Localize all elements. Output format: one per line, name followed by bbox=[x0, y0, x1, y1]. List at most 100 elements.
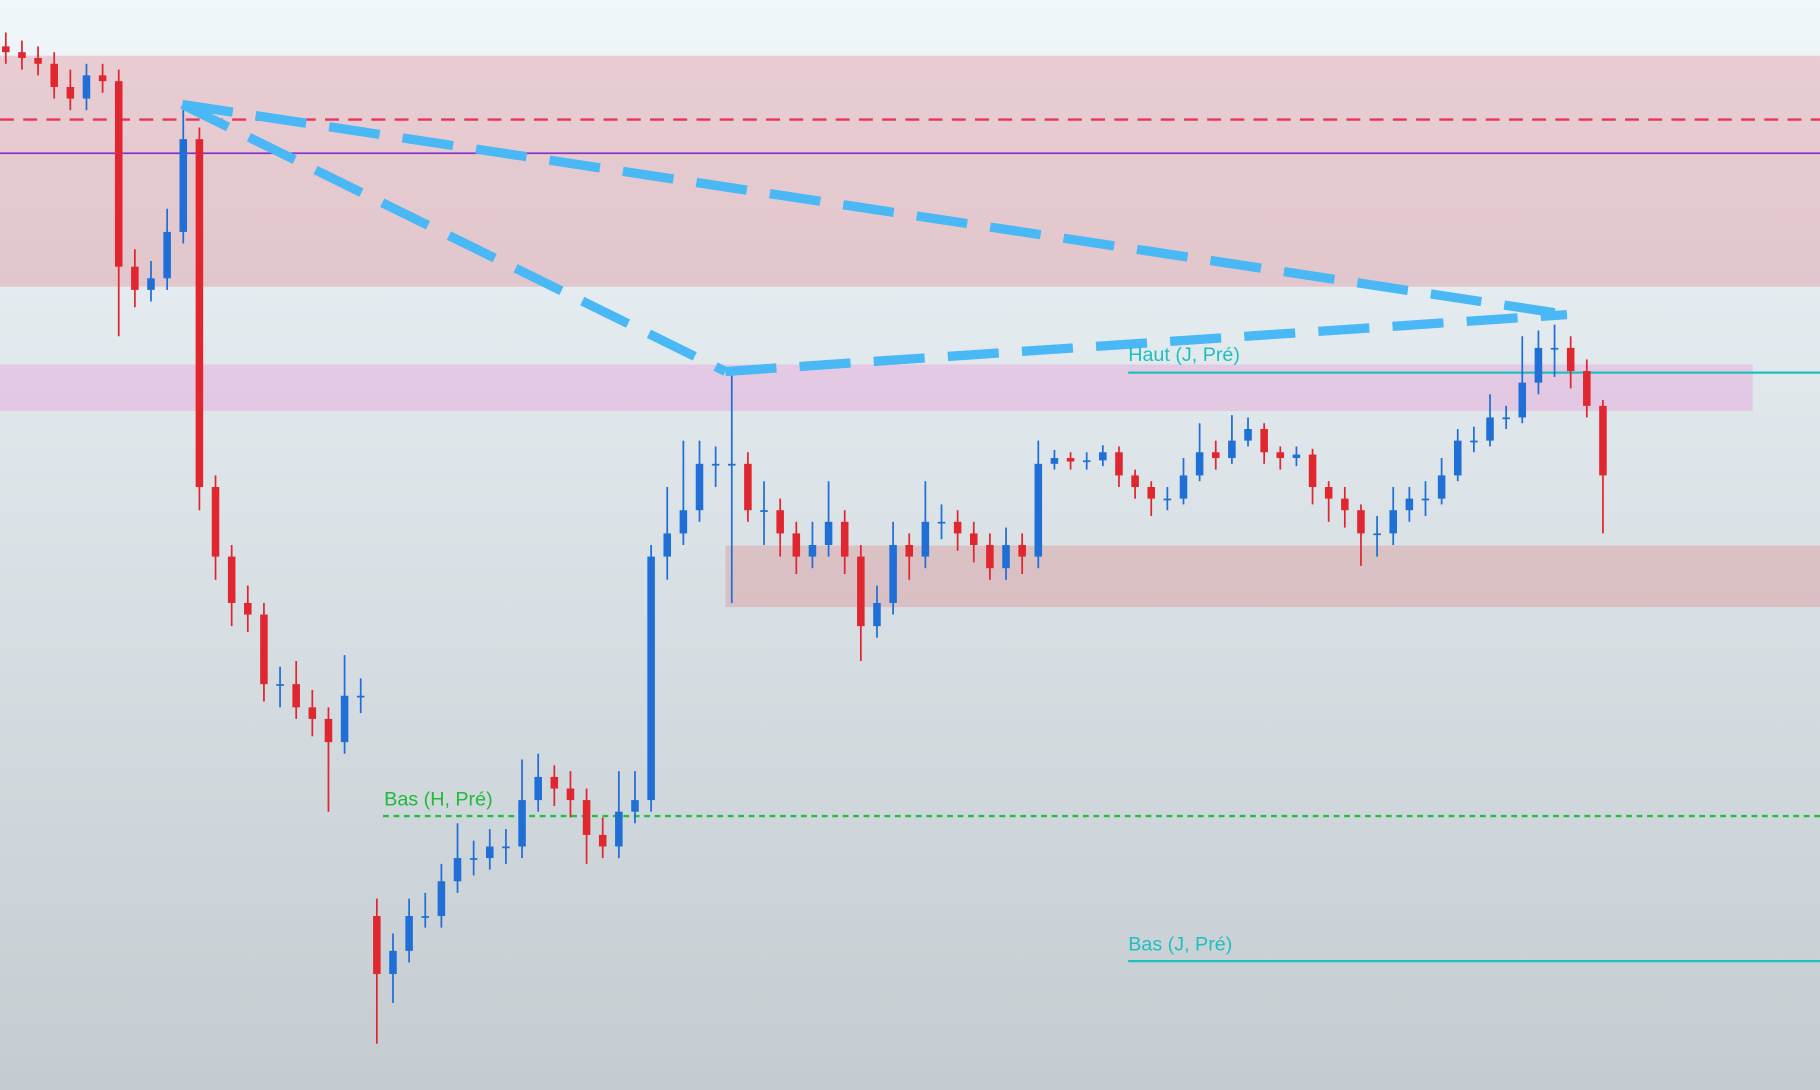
pattern-lines bbox=[180, 99, 1568, 377]
candle-body bbox=[1357, 510, 1365, 534]
candle-body bbox=[1018, 545, 1026, 557]
candle-body bbox=[986, 545, 994, 569]
candle-body bbox=[744, 463, 752, 511]
candle-body bbox=[1518, 382, 1527, 418]
candle-body bbox=[1389, 510, 1397, 534]
candle-body bbox=[340, 695, 349, 743]
candle-body bbox=[1131, 475, 1139, 488]
candle-body bbox=[615, 811, 623, 847]
candle-body bbox=[631, 800, 639, 812]
candle-body bbox=[373, 916, 381, 975]
candle-body bbox=[1599, 405, 1607, 476]
candle-body bbox=[131, 266, 139, 290]
candle-body bbox=[66, 86, 75, 99]
candle-body bbox=[1034, 463, 1043, 557]
candle-body bbox=[1163, 498, 1172, 501]
candle-body bbox=[195, 139, 204, 488]
candle-body bbox=[1534, 347, 1543, 383]
annotation: Bas (H, Pré) bbox=[384, 789, 492, 811]
candle-body bbox=[518, 800, 526, 847]
candle-body bbox=[776, 510, 784, 534]
candle-body bbox=[1195, 452, 1204, 476]
candle-body bbox=[292, 684, 300, 708]
candle-body bbox=[1244, 429, 1252, 441]
candle-body bbox=[1405, 498, 1414, 511]
candle-body bbox=[1308, 454, 1317, 488]
candle-body bbox=[502, 846, 510, 849]
candle-body bbox=[324, 718, 333, 743]
candle-body bbox=[711, 463, 720, 466]
candle-body bbox=[1211, 452, 1220, 459]
candle-body bbox=[1341, 498, 1349, 511]
candle-body bbox=[163, 231, 171, 279]
candle-body bbox=[486, 846, 494, 859]
candle-body bbox=[824, 521, 833, 545]
candle-body bbox=[921, 521, 930, 557]
candle-body bbox=[1437, 475, 1446, 499]
candle-body bbox=[889, 545, 897, 603]
candle-body bbox=[728, 463, 736, 466]
candle-body bbox=[792, 533, 801, 557]
candle-body bbox=[1502, 417, 1510, 420]
candle-body bbox=[566, 788, 575, 801]
candle-body bbox=[308, 707, 317, 719]
candle-body bbox=[389, 950, 397, 975]
candle-body bbox=[437, 881, 446, 917]
candle-body bbox=[1082, 460, 1091, 463]
annotation: Haut (J, Pré) bbox=[1128, 344, 1240, 366]
candle-body bbox=[647, 556, 655, 801]
candle-body bbox=[760, 510, 768, 512]
candle-body bbox=[953, 521, 962, 534]
candle-body bbox=[2, 46, 10, 53]
candle-body bbox=[147, 278, 155, 290]
candle-body bbox=[244, 602, 252, 615]
candle-body bbox=[1583, 371, 1591, 406]
candle-body bbox=[1324, 487, 1333, 499]
candle-body bbox=[808, 545, 817, 557]
candle-body bbox=[969, 533, 978, 545]
candle-body bbox=[1050, 458, 1059, 464]
candle-body bbox=[1373, 533, 1381, 536]
candle-body bbox=[663, 533, 672, 557]
candle-body bbox=[469, 858, 478, 860]
candle-body bbox=[873, 602, 881, 627]
pattern-line bbox=[180, 100, 728, 376]
candle-body bbox=[1066, 458, 1075, 462]
candle-body bbox=[34, 57, 42, 64]
candles bbox=[2, 32, 1607, 1044]
candle-body bbox=[98, 75, 107, 82]
candle-body bbox=[840, 521, 849, 557]
candle-body bbox=[50, 63, 58, 87]
pattern-line bbox=[181, 99, 1568, 320]
candle-body bbox=[550, 776, 559, 789]
candle-body bbox=[1470, 440, 1478, 443]
supply-zone bbox=[0, 55, 1820, 287]
candle-body bbox=[276, 684, 284, 686]
candle-body bbox=[1002, 545, 1010, 569]
candle-body bbox=[114, 81, 123, 267]
candle-body bbox=[1147, 487, 1156, 499]
candle-body bbox=[1179, 475, 1188, 499]
candle-body bbox=[1099, 452, 1107, 461]
candle-body bbox=[1550, 347, 1559, 350]
candle-body bbox=[1228, 440, 1236, 459]
candle-body bbox=[1453, 440, 1462, 476]
candle-body bbox=[679, 510, 688, 534]
candle-body bbox=[1486, 417, 1494, 441]
candle-body bbox=[82, 75, 91, 99]
candle-body bbox=[905, 545, 914, 557]
candle-body bbox=[179, 139, 188, 232]
candle-body bbox=[260, 614, 268, 685]
candle-body bbox=[598, 834, 607, 847]
candle-body bbox=[1115, 452, 1123, 476]
candle-body bbox=[582, 800, 591, 835]
candle-body bbox=[453, 858, 462, 882]
candle-body bbox=[421, 916, 430, 918]
candle-body bbox=[1260, 429, 1268, 453]
pattern-line bbox=[725, 309, 1568, 377]
candle-body bbox=[405, 916, 413, 951]
candle-body bbox=[937, 521, 946, 524]
candle-body bbox=[1292, 454, 1301, 459]
